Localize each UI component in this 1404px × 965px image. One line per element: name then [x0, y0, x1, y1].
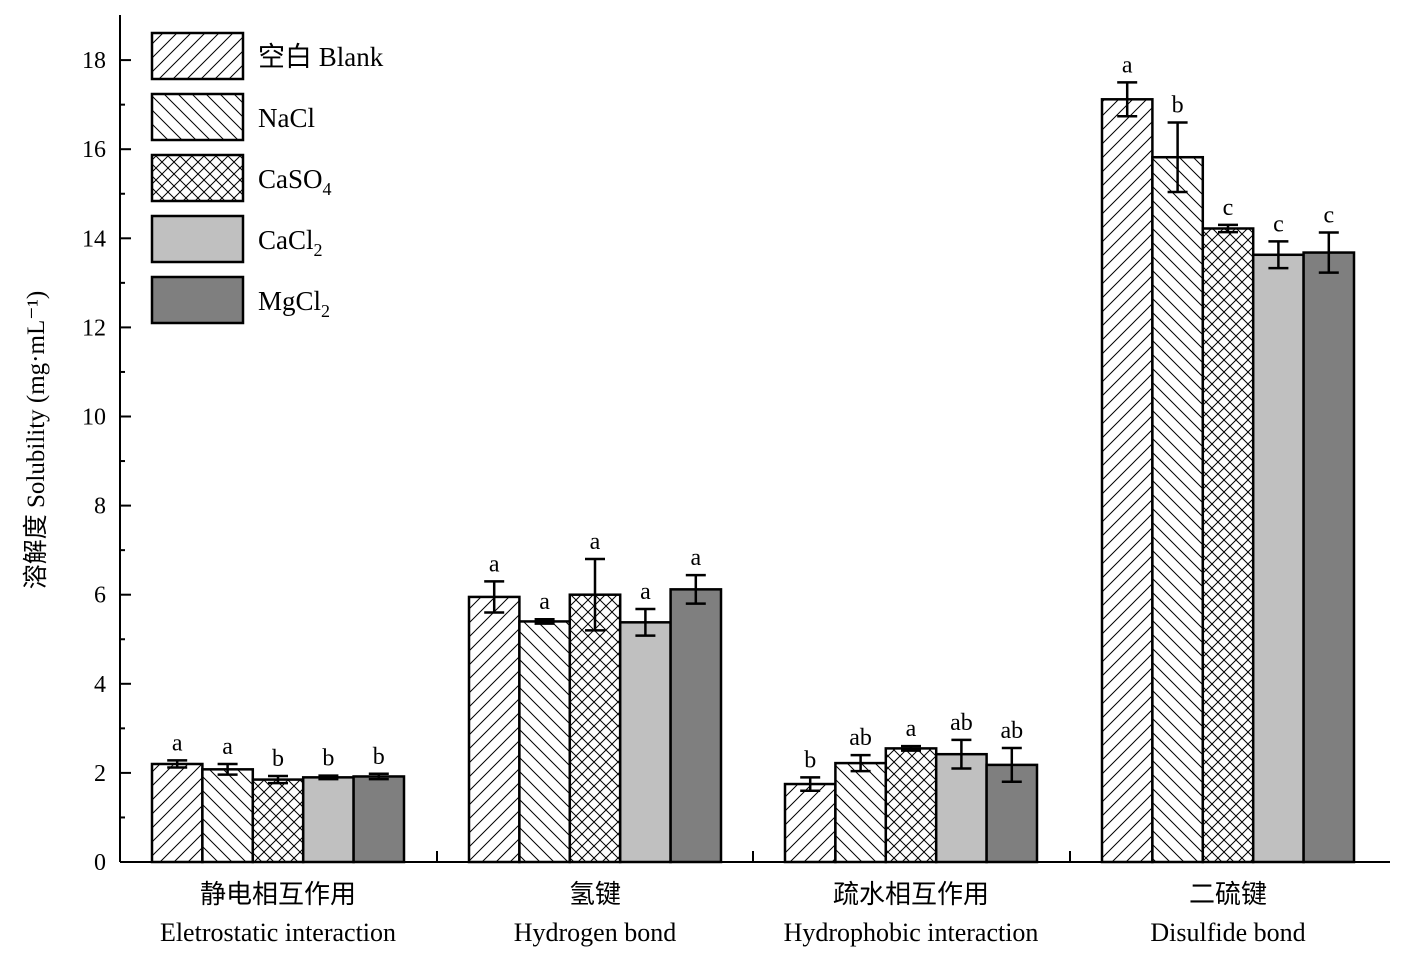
category-labels: 静电相互作用 Eletrostatic interaction 氢键 Hydrogen… [160, 880, 1306, 947]
bars [150, 98, 1356, 864]
significance-label: a [539, 589, 550, 615]
legend-swatch [150, 92, 245, 142]
bar [934, 752, 988, 864]
significance-label: c [1273, 211, 1284, 237]
bar [467, 595, 521, 864]
bar [251, 778, 305, 864]
significance-label: b [373, 744, 385, 770]
y-tick-label: 6 [94, 583, 106, 609]
category-label-cn: 二硫键 [1189, 880, 1267, 909]
significance-label: c [1323, 203, 1334, 229]
legend-label: 空白 Blank [258, 42, 384, 72]
y-tick-label: 16 [82, 137, 106, 163]
bar [1302, 251, 1356, 864]
y-tick-label: 14 [82, 226, 106, 252]
bar [201, 768, 255, 864]
significance-label: b [272, 746, 284, 772]
bar [834, 761, 888, 864]
bar [618, 621, 672, 864]
significance-label: c [1223, 195, 1234, 221]
category-label-en: Disulfide bond [1150, 918, 1305, 947]
bar [1100, 98, 1154, 864]
significance-label: ab [950, 710, 973, 736]
category-label-en: Hydrophobic interaction [784, 918, 1039, 947]
bar [352, 775, 406, 864]
category-label-cn: 疏水相互作用 [833, 880, 989, 909]
bar [301, 776, 355, 864]
y-tick-label: 2 [94, 761, 106, 787]
significance-label: a [1122, 52, 1133, 78]
significance-label: a [640, 579, 651, 605]
error-bars [167, 81, 1339, 792]
legend-subscript: 2 [314, 240, 323, 260]
legend-subscript: 2 [321, 301, 330, 321]
legend-label: CaCl2 [258, 225, 323, 260]
bar [1151, 155, 1205, 864]
bar [518, 620, 572, 864]
bar [150, 762, 204, 864]
y-tick-label: 12 [82, 315, 106, 341]
legend-swatch [150, 275, 245, 325]
bar [669, 588, 723, 864]
significance-label: a [690, 545, 701, 571]
legend-swatch [150, 214, 245, 264]
significance-label: a [489, 551, 500, 577]
bar [783, 782, 837, 864]
y-tick-label: 10 [82, 405, 106, 431]
legend-label: MgCl2 [258, 286, 330, 321]
significance-label: a [222, 734, 233, 760]
significance-label: ab [849, 725, 872, 751]
legend-subscript: 4 [323, 179, 332, 199]
y-axis-label: 溶解度 Solubility (mg·mL⁻¹) [22, 291, 50, 589]
y-tick-label: 4 [94, 672, 106, 698]
legend-swatch [150, 31, 245, 81]
y-tick-label: 8 [94, 494, 106, 520]
significance-label: b [322, 746, 334, 772]
significance-label: a [590, 529, 601, 555]
legend-label: CaSO4 [258, 164, 332, 199]
y-tick-label: 18 [82, 48, 106, 74]
bar [568, 593, 622, 864]
significance-label: ab [1000, 718, 1023, 744]
bar [884, 747, 938, 864]
legend-swatch [150, 153, 245, 203]
category-label-en: Eletrostatic interaction [160, 918, 396, 947]
category-label-en: Hydrogen bond [514, 918, 676, 947]
y-tick-label: 0 [94, 850, 106, 876]
significance-label: a [172, 730, 183, 756]
bar [1251, 253, 1305, 864]
significance-label: b [1172, 92, 1184, 118]
category-label-cn: 静电相互作用 [200, 880, 356, 909]
category-label-cn: 氢键 [569, 880, 621, 909]
significance-label: a [906, 716, 917, 742]
legend: 空白 Blank NaCl CaSO4 CaCl2 MgCl2 [150, 31, 384, 325]
bar [1201, 227, 1255, 864]
legend-label: NaCl [258, 103, 315, 133]
significance-label: b [804, 747, 816, 773]
